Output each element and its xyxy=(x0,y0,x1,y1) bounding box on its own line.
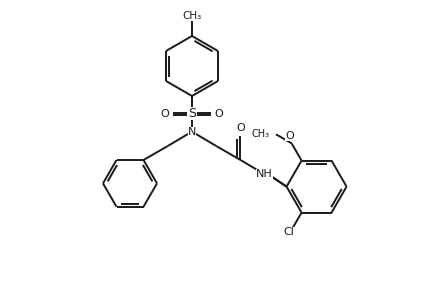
Text: CH₃: CH₃ xyxy=(251,129,269,139)
Text: CH₃: CH₃ xyxy=(182,11,201,21)
Text: N: N xyxy=(187,127,196,137)
Text: O: O xyxy=(236,123,244,133)
Text: O: O xyxy=(214,109,223,119)
Text: Cl: Cl xyxy=(283,227,293,237)
Text: O: O xyxy=(285,131,293,141)
Text: S: S xyxy=(187,107,196,120)
Text: NH: NH xyxy=(256,169,273,179)
Text: O: O xyxy=(160,109,169,119)
